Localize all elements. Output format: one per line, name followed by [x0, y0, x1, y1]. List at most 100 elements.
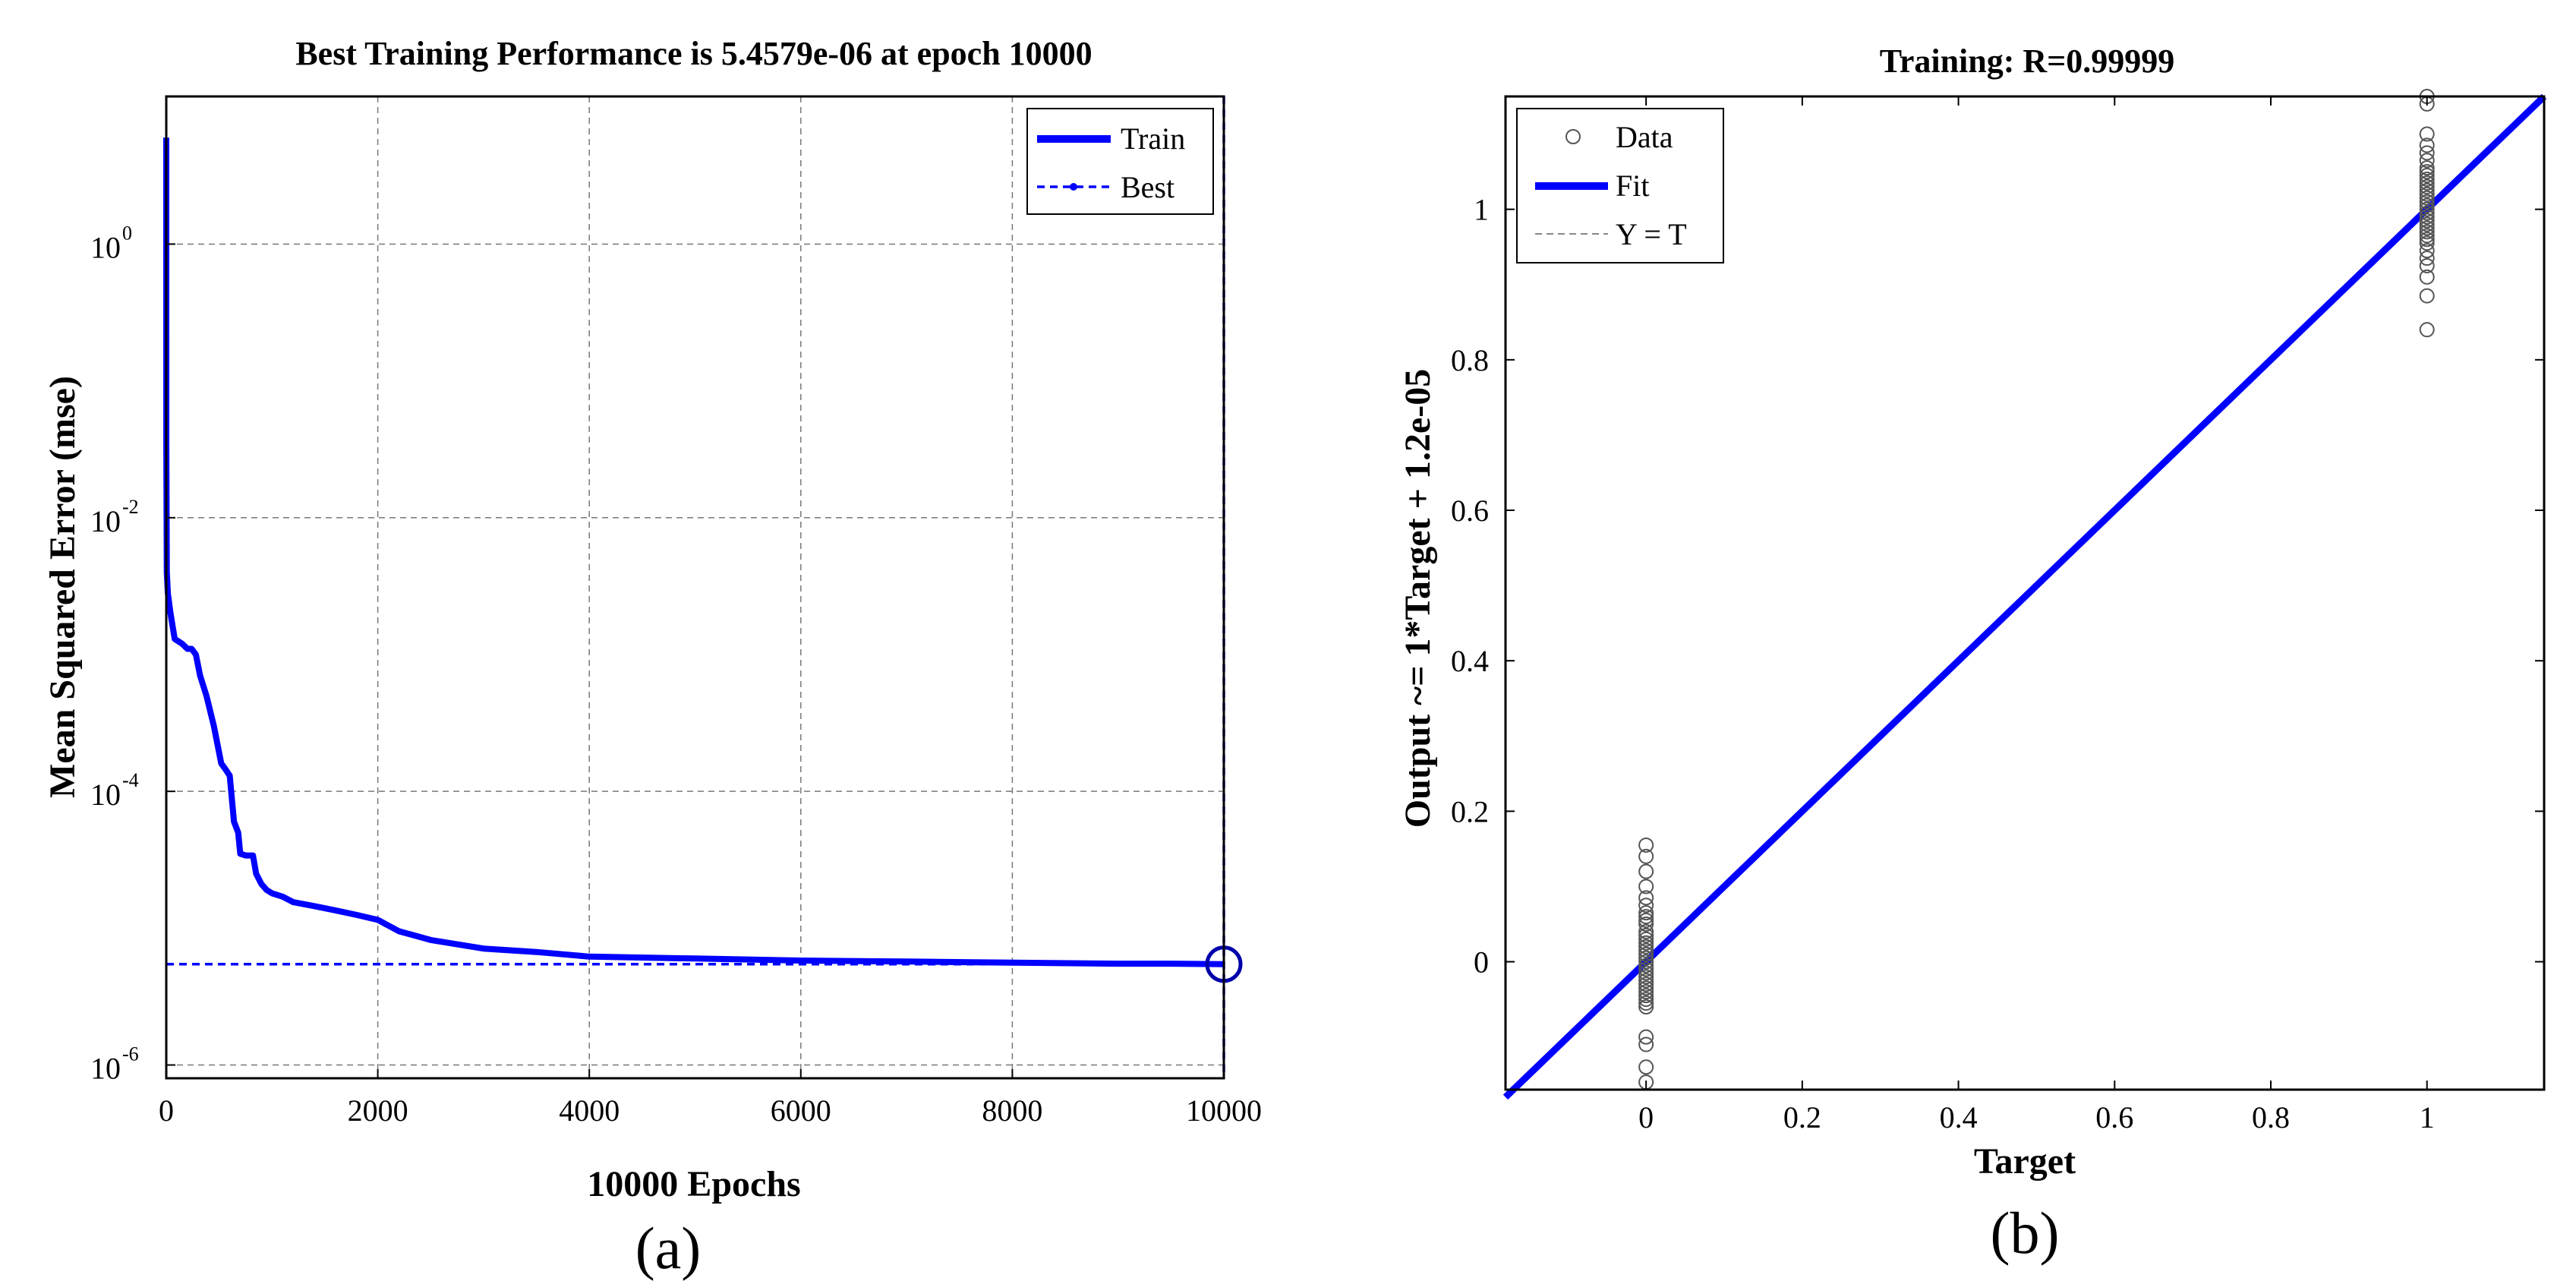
data-point	[2419, 205, 2435, 221]
data-point	[1638, 958, 1654, 973]
data-point	[2419, 220, 2435, 236]
data-point	[1638, 890, 1654, 906]
data-point	[1638, 848, 1654, 864]
data-point	[2419, 269, 2435, 285]
data-point	[1638, 973, 1654, 989]
data-point	[1638, 1059, 1654, 1075]
chart-a-x-tick-label: 4000	[559, 1093, 620, 1128]
legend-best-marker	[1070, 183, 1077, 191]
caption-b: (b)	[1991, 1200, 2060, 1266]
chart-b-x-ticks: 0 0.2 0.4 0.6 0.8 1	[1638, 96, 2435, 1134]
chart-a-y-tick-label: 10 0	[90, 222, 132, 264]
data-point	[2419, 216, 2435, 232]
legend-data-label: Data	[1616, 120, 1673, 154]
data-point	[2419, 126, 2435, 142]
data-point	[1638, 980, 1654, 996]
chart-a-x-axis-label: 10000 Epochs	[587, 1164, 800, 1204]
chart-a-gridlines	[166, 96, 1224, 1078]
data-point	[1638, 995, 1654, 1011]
chart-b-plot-frame	[1504, 95, 2546, 1091]
svg-text:-4: -4	[122, 769, 139, 791]
data-point	[2419, 160, 2435, 176]
data-point	[1638, 913, 1654, 929]
data-point	[1638, 984, 1654, 1000]
data-point	[1638, 992, 1654, 1008]
data-point	[2419, 182, 2435, 198]
data-point	[1638, 1036, 1654, 1052]
chart-b-series	[1502, 89, 2547, 1100]
chart-b-y-tick-label: 0.8	[1451, 343, 1489, 377]
data-point	[1638, 988, 1654, 1004]
chart-b-y-tick-label: 0	[1474, 945, 1489, 980]
chart-a-legend-box	[1026, 108, 1214, 215]
chart-a-y-tick-label: 10 -6	[90, 1043, 139, 1086]
chart-b-y-ticks: 0 0.2 0.4 0.6 0.8 1	[1451, 193, 2544, 980]
chart-b-title: Training: R=0.99999	[1880, 43, 2175, 80]
data-point	[2419, 194, 2435, 210]
chart-a-title: Best Training Performance is 5.4579e-06 …	[295, 35, 1092, 72]
svg-text:-2: -2	[122, 496, 139, 518]
data-point	[2419, 288, 2435, 304]
chart-b-x-tick-label: 0.6	[2095, 1100, 2133, 1134]
chart-a-x-tick-label: 8000	[982, 1093, 1042, 1128]
chart-b-legend: Data Fit Y = T	[1516, 108, 1724, 263]
data-point	[1638, 863, 1654, 879]
chart-b-x-tick-label: 0	[1638, 1100, 1654, 1134]
data-point	[1638, 917, 1654, 932]
data-point	[2419, 178, 2435, 194]
data-point	[1638, 909, 1654, 925]
data-point	[2419, 224, 2435, 240]
data-point	[2419, 213, 2435, 229]
data-point	[2419, 235, 2435, 251]
chart-a-x-tick-label: 10000	[1186, 1093, 1262, 1128]
data-point	[1638, 954, 1654, 970]
chart-a-x-tick-label: 2000	[348, 1093, 408, 1128]
data-point	[2419, 232, 2435, 248]
data-point	[2419, 228, 2435, 244]
data-point	[1638, 923, 1654, 939]
svg-text:-6: -6	[122, 1043, 139, 1065]
data-point	[1638, 905, 1654, 921]
chart-b-y-tick-label: 0.6	[1451, 494, 1489, 528]
data-point	[2419, 201, 2435, 217]
data-point	[1638, 999, 1654, 1014]
data-point	[2419, 209, 2435, 225]
data-point	[1638, 946, 1654, 962]
fit-line	[1502, 93, 2547, 1100]
chart-a-y-axis-label: Mean Squared Error (mse)	[43, 376, 83, 798]
data-point	[1638, 939, 1654, 954]
chart-b-y-axis-label: Output ~= 1*Target + 1.2e-05	[1398, 369, 1438, 828]
legend-fit-label: Fit	[1616, 169, 1649, 203]
legend-yt-label: Y = T	[1616, 217, 1687, 251]
data-point	[2419, 190, 2435, 206]
chart-b-x-tick-label: 0.4	[1940, 1100, 1978, 1134]
data-point	[2419, 251, 2435, 267]
data-point	[2419, 164, 2435, 180]
data-point	[2419, 186, 2435, 202]
data-point	[2419, 153, 2435, 169]
data-point	[2419, 197, 2435, 213]
data-point	[2419, 175, 2435, 191]
data-point	[1638, 969, 1654, 985]
legend-best-label: Best	[1121, 170, 1174, 204]
data-point	[1638, 879, 1654, 894]
chart-a-x-tick-label: 0	[159, 1093, 174, 1128]
chart-a-x-tick-label: 6000	[771, 1093, 831, 1128]
data-point	[1638, 977, 1654, 992]
chart-b-x-tick-label: 1	[2420, 1100, 2435, 1134]
chart-b-y-tick-label: 1	[1474, 193, 1489, 227]
data-point	[1638, 837, 1654, 853]
data-point	[2419, 257, 2435, 273]
chart-a-legend: Train Best	[1026, 108, 1214, 215]
chart-b-y-tick-label: 0.2	[1451, 794, 1489, 828]
chart-b-y-tick-label: 0.4	[1451, 644, 1489, 678]
data-point	[1638, 898, 1654, 913]
data-point	[2419, 172, 2435, 187]
data-point	[1638, 942, 1654, 958]
chart-a-plot-frame	[165, 95, 1225, 1080]
chart-b-x-axis-label: Target	[1974, 1141, 2076, 1182]
legend-data-marker	[1565, 129, 1581, 144]
svg-text:0: 0	[122, 222, 132, 244]
